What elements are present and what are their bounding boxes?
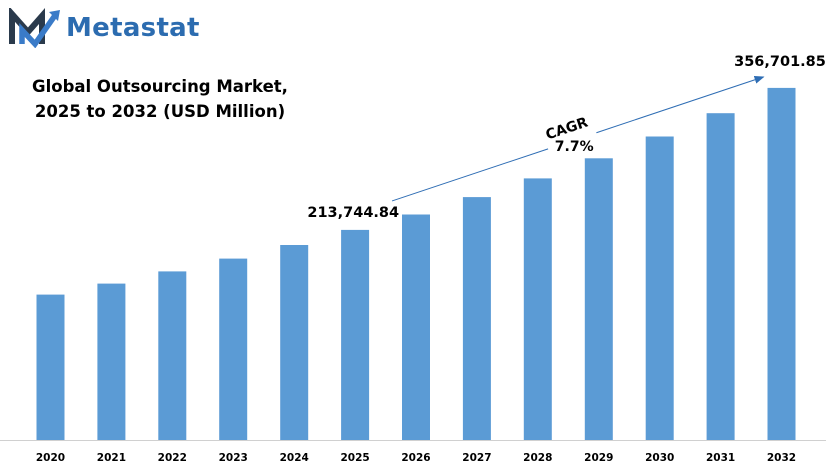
- x-tick-label-2024: 2024: [280, 452, 309, 464]
- x-tick-label-2032: 2032: [767, 452, 796, 464]
- x-tick-label-2029: 2029: [584, 452, 613, 464]
- chart-title-line-2: 2025 to 2032 (USD Million): [34, 102, 286, 121]
- cagr-arrow-segment-1: [391, 148, 549, 202]
- bar-2023: [219, 258, 248, 440]
- data-labels: 213,744.84 356,701.85: [307, 54, 826, 221]
- x-tick-label-2022: 2022: [158, 452, 187, 464]
- bar-2022: [158, 271, 187, 440]
- cagr-arrow-segment-2: [596, 75, 765, 134]
- x-tick-label-2030: 2030: [645, 452, 674, 464]
- bar-2025: [341, 229, 370, 440]
- bar-2031: [706, 113, 735, 440]
- x-tick-label-2026: 2026: [401, 452, 430, 464]
- x-tick-label-2031: 2031: [706, 452, 735, 464]
- bar-2029: [584, 158, 613, 441]
- cagr-value: 7.7%: [555, 139, 594, 155]
- chart-title: Global Outsourcing Market, 2025 to 2032 …: [30, 74, 290, 124]
- x-axis-ticks: 2020 2021 2022 2023 2024 2025 2026 2027 2028 2029…: [36, 452, 796, 464]
- data-label-2032: 356,701.85: [734, 54, 826, 70]
- bar-series: [36, 87, 796, 441]
- bar-2030: [645, 136, 674, 440]
- bar-2024: [280, 245, 309, 440]
- x-tick-label-2023: 2023: [219, 452, 248, 464]
- data-label-2025: 213,744.84: [307, 205, 399, 221]
- bar-2027: [462, 197, 491, 440]
- bar-2021: [97, 283, 126, 440]
- brand-logo: Metastat: [8, 8, 200, 48]
- x-tick-label-2025: 2025: [340, 452, 369, 464]
- x-tick-label-2027: 2027: [462, 452, 491, 464]
- brand-name: Metastat: [66, 13, 200, 43]
- x-tick-label-2021: 2021: [97, 452, 126, 464]
- bar-2032: [767, 87, 796, 441]
- bar-2026: [402, 214, 430, 440]
- bar-2028: [523, 178, 552, 440]
- chart-title-line-1: Global Outsourcing Market,: [32, 77, 288, 96]
- x-tick-label-2028: 2028: [523, 452, 552, 464]
- metastat-m-logo-icon: [9, 8, 60, 48]
- x-tick-label-2020: 2020: [36, 452, 65, 464]
- bar-2020: [36, 294, 65, 440]
